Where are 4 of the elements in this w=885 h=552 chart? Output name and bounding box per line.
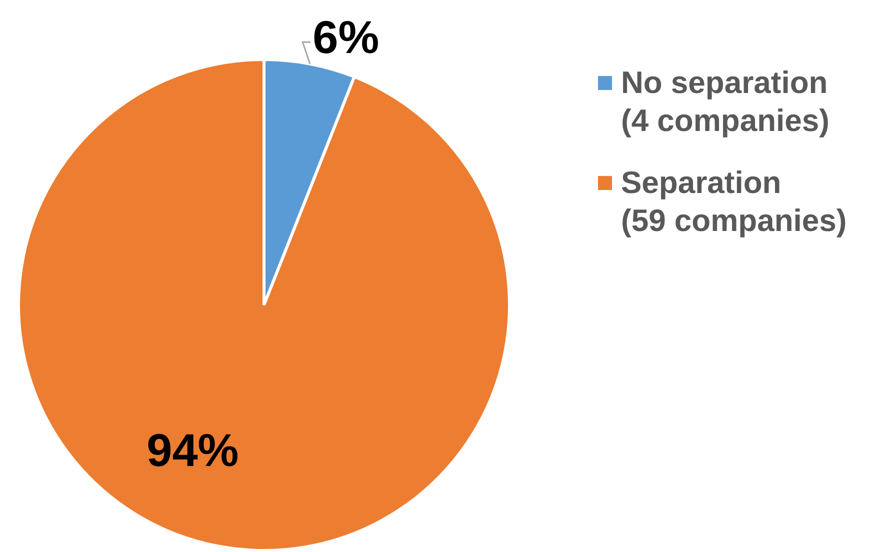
data-label: 94%: [146, 424, 239, 476]
data-label: 6%: [312, 10, 380, 63]
legend-label: Separation (59 companies): [621, 164, 847, 240]
legend-label: No separation (4 companies): [621, 64, 830, 140]
